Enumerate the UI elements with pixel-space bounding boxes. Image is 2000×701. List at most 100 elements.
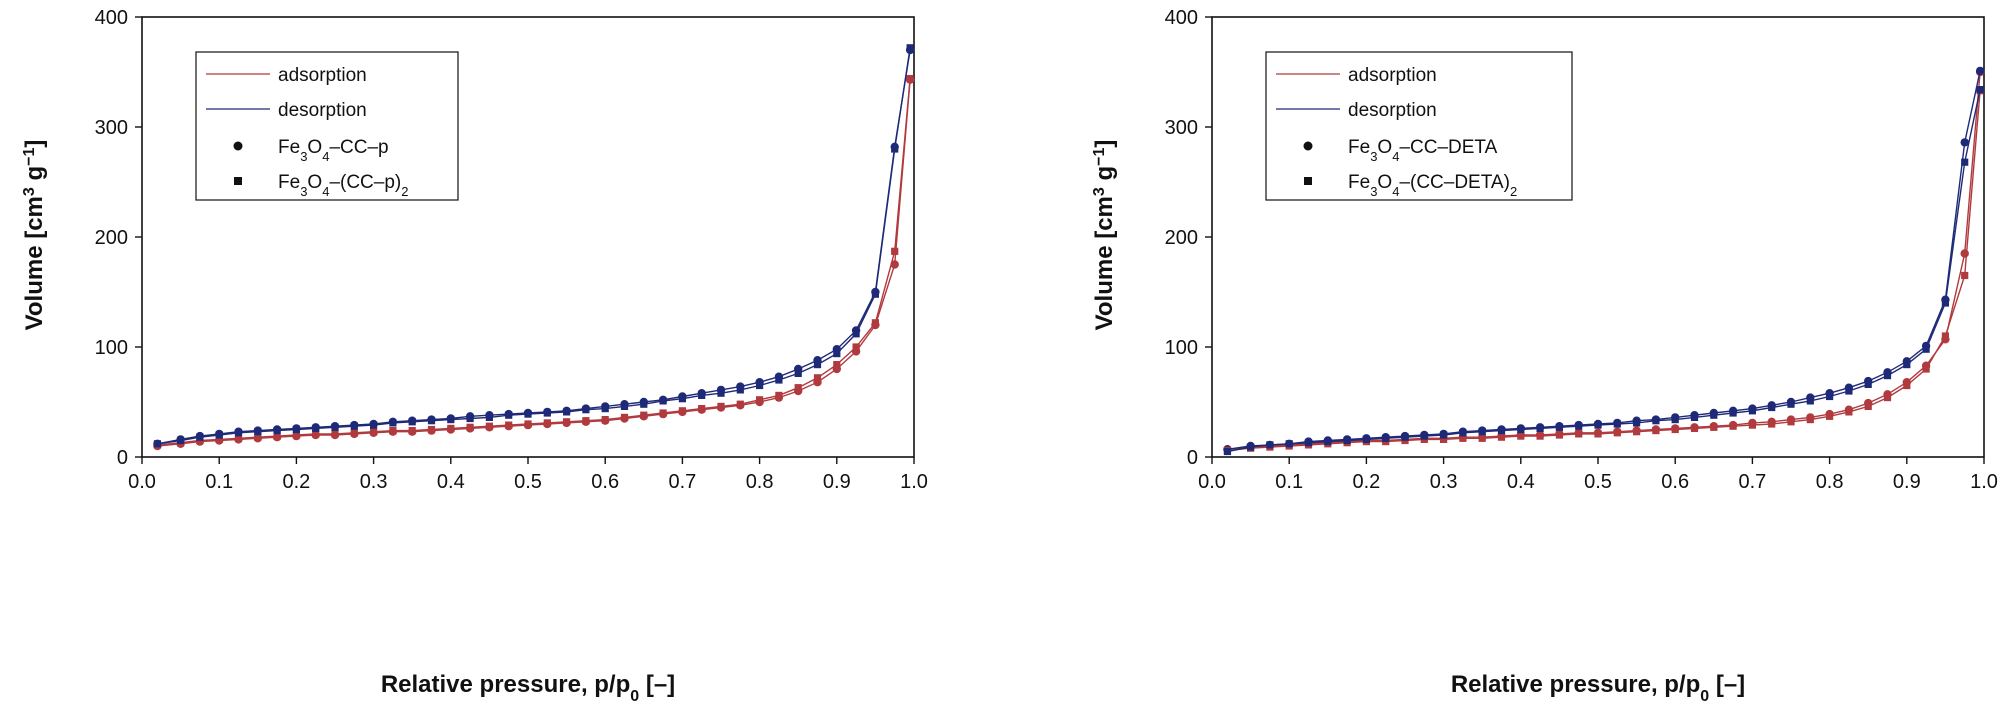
data-point	[756, 381, 764, 390]
data-point	[1806, 397, 1814, 405]
x-tick-label: 0.7	[668, 471, 696, 493]
data-point	[1613, 420, 1621, 428]
data-point	[273, 427, 281, 435]
y-tick-label: 100	[95, 337, 128, 359]
x-tick-label: 0.0	[1198, 471, 1226, 493]
data-point	[717, 402, 725, 410]
right-y-axis-title: Volume [cm3 g−1]	[1091, 140, 1119, 331]
right-chart-panel: 0.0 0.1 0.2 0.3 0.4 0.5 0.6 0.7 0.8 0.9 1.0 0 100 20…	[1091, 7, 1998, 701]
x-tick-label: 1.0	[1970, 471, 1998, 493]
data-point	[852, 343, 860, 351]
data-point	[215, 431, 223, 439]
data-point	[640, 400, 648, 408]
data-point	[1440, 435, 1448, 443]
data-point	[466, 414, 474, 423]
left-y-axis-title: Volume [cm3 g−1]	[21, 140, 49, 331]
data-point	[1961, 271, 1969, 280]
data-point	[427, 425, 436, 434]
right-legend-adsorption-label: adsorption	[1348, 65, 1437, 86]
data-point	[485, 422, 493, 430]
data-point	[1440, 431, 1448, 439]
data-point	[794, 384, 802, 392]
x-tick-label: 1.0	[900, 471, 928, 493]
data-point	[1922, 345, 1930, 353]
data-point	[1575, 430, 1583, 438]
data-point	[1883, 394, 1892, 402]
data-point	[1710, 423, 1718, 431]
x-tick-label: 0.6	[591, 471, 619, 493]
data-point	[234, 434, 243, 442]
data-point	[1497, 433, 1506, 441]
data-point	[153, 440, 162, 448]
data-point	[543, 409, 551, 417]
y-tick-label: 400	[95, 7, 128, 29]
x-tick-label: 0.9	[1893, 471, 1921, 493]
data-point	[1903, 361, 1911, 369]
data-point	[1478, 428, 1486, 436]
data-point	[891, 145, 899, 153]
data-point	[312, 430, 320, 438]
data-point	[1478, 434, 1486, 442]
data-point	[370, 421, 378, 429]
data-point	[408, 427, 416, 435]
left-legend: adsorption desorption Fe3O4–CC–p Fe3O4–(…	[195, 51, 459, 201]
data-point	[331, 430, 339, 438]
data-point	[292, 431, 300, 439]
data-point	[678, 407, 686, 415]
data-point	[1613, 429, 1621, 437]
y-tick-label: 0	[117, 447, 128, 469]
x-tick-label: 0.2	[282, 471, 310, 493]
left-series-layer	[153, 44, 915, 451]
data-point	[1768, 420, 1776, 428]
data-point	[447, 416, 455, 424]
data-point	[1922, 365, 1930, 373]
data-point	[775, 391, 783, 399]
data-point	[254, 433, 262, 441]
x-tick-label: 0.5	[1584, 471, 1612, 493]
data-point	[906, 44, 914, 52]
data-point	[1903, 381, 1911, 390]
series-line	[157, 47, 911, 445]
data-point	[370, 428, 378, 436]
data-point	[408, 418, 416, 426]
data-point	[813, 361, 822, 369]
series-line	[157, 78, 911, 446]
data-point	[447, 424, 455, 432]
data-point	[833, 350, 841, 358]
x-tick-label: 0.5	[514, 471, 542, 493]
y-tick-label: 300	[1165, 117, 1198, 139]
data-point	[1652, 427, 1660, 435]
data-point	[1633, 428, 1641, 436]
data-point	[563, 408, 571, 416]
data-point	[698, 391, 706, 399]
data-point	[312, 424, 320, 432]
data-point	[1960, 249, 1969, 258]
x-tick-label: 0.1	[205, 471, 233, 493]
data-point	[1690, 424, 1699, 432]
left-legend-desorption-label: desorption	[278, 100, 367, 121]
data-point	[736, 400, 744, 408]
data-point	[1652, 417, 1660, 425]
data-point	[659, 409, 667, 417]
data-point	[1459, 434, 1467, 442]
data-point	[215, 435, 223, 443]
data-point	[1575, 422, 1583, 430]
data-point	[871, 319, 879, 327]
data-point	[1285, 440, 1293, 448]
data-point	[620, 402, 629, 410]
y-tick-label: 100	[1165, 337, 1198, 359]
y-tick-label: 0	[1187, 447, 1198, 469]
right-y-axis: 0 100 200 300 400	[1165, 7, 1212, 469]
data-point	[1961, 158, 1969, 166]
data-point	[563, 418, 571, 426]
data-point	[1671, 425, 1679, 434]
data-point	[1343, 436, 1351, 445]
data-point	[698, 405, 706, 413]
data-point	[350, 422, 358, 430]
data-point	[389, 419, 397, 427]
x-tick-label: 0.0	[128, 471, 156, 493]
right-legend-desorption-label: desorption	[1348, 100, 1437, 121]
data-point	[1459, 429, 1467, 437]
data-point	[177, 436, 185, 445]
